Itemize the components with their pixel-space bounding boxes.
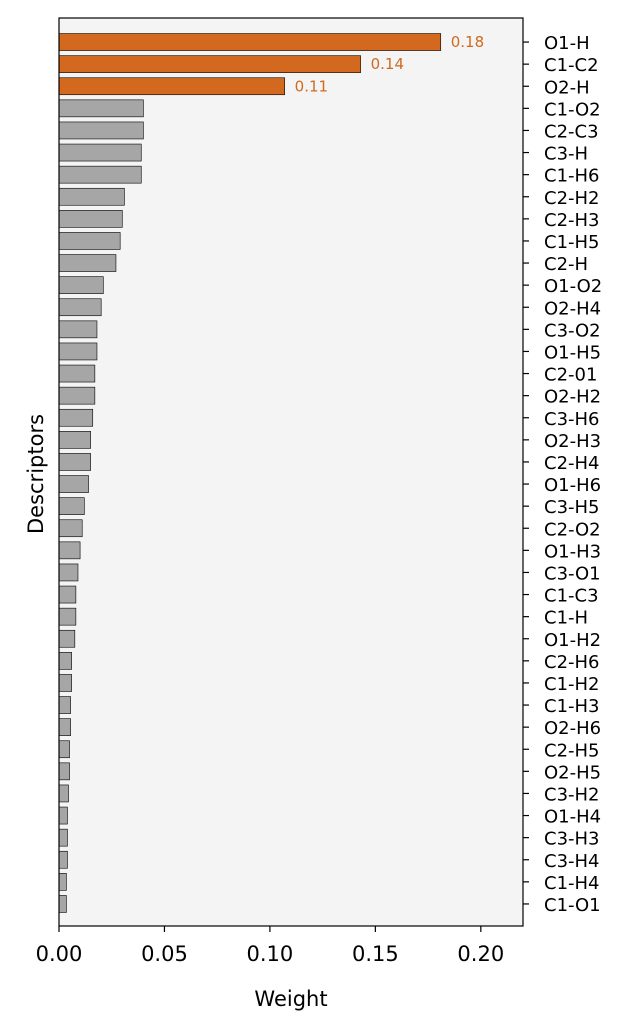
bar-o2-h4 [58,298,102,317]
bar-c3-o2 [58,320,98,339]
x-tick-label: 0.20 [457,942,504,966]
y-tick-label-c1-c3: C1-C3 [544,586,599,607]
data-label-o1-h: 0.18 [451,33,484,51]
y-tick-label-c1-h: C1-H [544,608,588,629]
bar-c1-h3 [58,696,71,714]
y-tick-label-c1-h5: C1-H5 [544,232,600,253]
bar-o2-h6 [58,718,71,736]
y-tick-label-o1-h: O1-H [544,33,590,54]
y-tick-label-c1-c2: C1-C2 [544,55,599,76]
bars-group: 0.18 0.14 0.11 [58,33,484,913]
y-tick-label-o1-h2: O1-H2 [544,630,601,651]
y-tick-label-o2-h: O2-H [544,77,590,98]
y-tick-label-c2-h3: C2-H3 [544,210,600,231]
plot-frame [58,17,524,927]
y-tick-label-o1-h4: O1-H4 [544,807,601,828]
y-tick-label-c2-h5: C2-H5 [544,740,600,761]
y-tick-label-o1-o2: O1-O2 [544,276,602,297]
y-tick-label-o1-h6: O1-H6 [544,475,601,496]
bar-c2-h5 [58,740,70,759]
y-tick-label-o2-h5: O2-H5 [544,762,601,783]
x-tick-label: 0.10 [247,942,294,966]
bar-o1-h [58,33,442,51]
bar-o1-h5 [58,342,98,361]
y-axis-title: Descriptors [24,414,48,534]
y-tick-label-c1-h2: C1-H2 [544,674,600,695]
x-axis-title: Weight [254,987,327,1011]
bar-c1-h6 [58,165,142,184]
y-tick-label-o1-h3: O1-H3 [544,541,601,562]
bar-c2-c3 [58,121,144,140]
y-tick-label-c3-o2: C3-O2 [544,320,601,341]
bar-c2-h3 [58,210,123,228]
bar-c1-o2 [58,99,144,118]
y-tick-label-o2-h6: O2-H6 [544,718,601,739]
bar-c1-h4 [58,873,67,891]
y-axis: O1-HC1-C2O2-HC1-O2C2-C3C3-HC1-H6C2-H2C2-… [523,33,602,916]
bar-o1-o2 [58,276,104,294]
y-tick-label-c3-o1: C3-O1 [544,563,601,584]
x-axis: 0.00 0.05 0.10 0.15 0.20 [36,926,504,966]
bar-o2-h [58,77,285,96]
bar-c1-c2 [58,55,361,73]
bar-c1-c3 [58,585,77,604]
y-tick-label-c2-c3: C2-C3 [544,121,599,142]
bar-o2-h3 [58,431,91,449]
y-tick-label-c3-h5: C3-H5 [544,497,600,518]
y-tick-label-c2-h: C2-H [544,254,588,275]
bar-c3-o1 [58,563,79,582]
bar-o2-h2 [58,386,96,405]
bar-o1-h3 [58,541,81,560]
y-tick-label-o2-h4: O2-H4 [544,298,601,319]
bar-c3-h4 [58,850,68,869]
y-tick-label-c1-h4: C1-H4 [544,873,600,894]
bar-c2-o2 [58,519,83,538]
x-tick-label: 0.00 [36,942,83,966]
bar-c2-h2 [58,187,125,206]
bar-c2-h6 [58,652,72,670]
y-tick-label-o1-h5: O1-H5 [544,342,601,363]
bar-c1-o1 [58,895,67,913]
y-tick-label-o2-h3: O2-H3 [544,431,601,452]
y-tick-label-c2-h4: C2-H4 [544,453,600,474]
y-tick-label-c3-h4: C3-H4 [544,851,600,872]
bar-c3-h3 [58,828,68,847]
bar-c3-h6 [58,408,94,427]
bar-c2-h4 [58,453,91,471]
bar-o1-h2 [58,629,76,648]
y-tick-label-c1-h6: C1-H6 [544,166,600,187]
x-tick-label: 0.15 [352,942,399,966]
bar-c1-h5 [58,232,121,250]
y-tick-label-c1-h3: C1-H3 [544,696,600,717]
bar-o2-h5 [58,762,70,781]
y-tick-label-c3-h2: C3-H2 [544,784,600,805]
y-tick-label-c2-h6: C2-H6 [544,652,600,673]
bar-c3-h [58,143,142,162]
y-tick-label-o2-h2: O2-H2 [544,387,601,408]
bar-c3-h2 [58,784,69,803]
bar-o1-h4 [58,806,68,825]
data-label-c1-c2: 0.14 [371,55,404,73]
y-tick-label-c1-o1: C1-O1 [544,895,601,916]
y-tick-label-c2-01: C2-01 [544,365,597,386]
y-tick-label-c2-h2: C2-H2 [544,188,600,209]
y-tick-label-c3-h3: C3-H3 [544,829,600,850]
y-tick-label-c1-o2: C1-O2 [544,99,601,120]
bar-c1-h2 [58,674,72,692]
y-tick-label-c3-h: C3-H [544,144,588,165]
data-label-o2-h: 0.11 [295,77,328,95]
bar-c2-h [58,254,117,272]
y-tick-label-c3-h6: C3-H6 [544,409,600,430]
y-tick-label-c2-o2: C2-O2 [544,519,601,540]
bar-o1-h6 [58,475,89,493]
bar-c3-h5 [58,497,85,515]
x-tick-label: 0.05 [141,942,188,966]
bar-c1-h [58,607,77,626]
bar-c2-01 [58,364,96,383]
